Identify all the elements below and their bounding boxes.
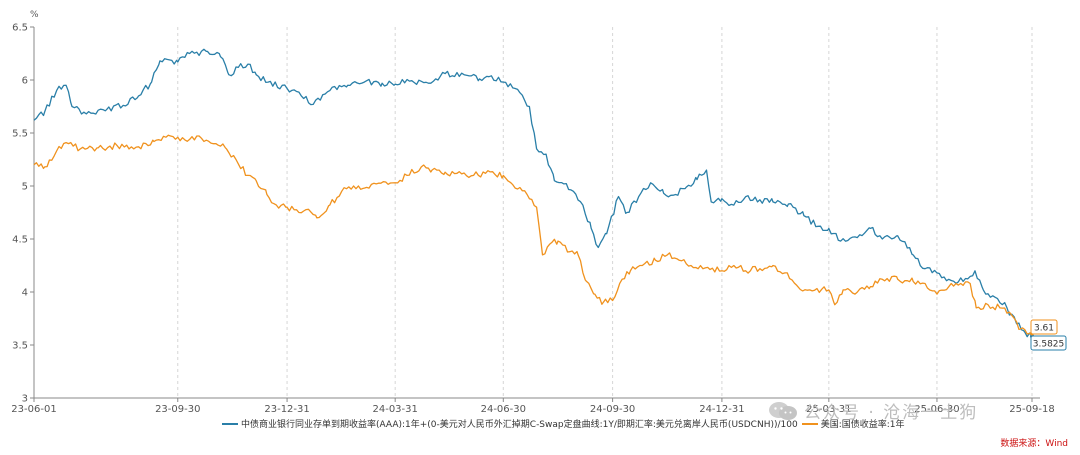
y-tick-label: 3 [22,394,28,405]
end-label-box-1 [1030,335,1067,351]
y-tick-label: 5.5 [12,129,28,140]
end-label-value-1: 3.5825 [1033,340,1065,350]
axis-layer: %6.5 6 5.5 5 4.5 4 3.5 323-06-01 23-09-30 23-12-3… [11,10,1054,415]
y-tick-label: 4.5 [12,235,28,246]
x-tick-label: 24-03-31 [372,404,417,415]
x-tick-label: 24-09-30 [590,404,635,415]
legend-label-series-2: 美国:国债收益率:1年 [820,420,905,430]
data-source-label: 数据来源：Wind [1000,439,1068,449]
watermark-text: 公众号 · 沧海一土狗 [804,403,979,423]
y-tick-label: 4 [22,288,28,299]
end-label-box-2 [1030,319,1058,335]
y-tick-label: 3.5 [12,341,28,352]
legend: 中债商业银行同业存单到期收益率(AAA):1年+(0-美元对人民币外汇掉期C-S… [222,417,905,430]
label-layer: 3.61 3.5825 [1030,319,1067,351]
series-line-1 [33,48,1033,338]
legend-swatch-series-1 [222,422,238,425]
x-tick-label: 24-12-31 [699,404,744,415]
end-label-value-2: 3.61 [1034,324,1054,334]
x-tick-label: 25-09-18 [1009,404,1054,415]
x-tick-label: 23-12-31 [264,404,309,415]
legend-item-series-2[interactable]: 美国:国债收益率:1年 [801,417,905,430]
legend-item-series-1[interactable]: 中债商业银行同业存单到期收益率(AAA):1年+(0-美元对人民币外汇掉期C-S… [222,417,798,430]
x-tick-label: 24-06-30 [481,404,526,415]
x-tick-label: 25-06-30 [914,404,959,415]
y-tick-label: 6.5 [12,23,28,34]
y-tick-label: 6 [22,76,28,87]
x-tick-label: 23-06-01 [11,404,56,415]
wechat-icon [769,401,797,420]
y-tick-label: 5 [22,182,28,193]
legend-label-series-1: 中债商业银行同业存单到期收益率(AAA):1年+(0-美元对人民币外汇掉期C-S… [241,420,798,430]
watermark: 公众号 · 沧海一土狗 [768,398,978,423]
y-unit-label: % [30,10,39,20]
grid-layer [177,27,1033,398]
x-tick-label: 23-09-30 [155,404,200,415]
series-layer [33,48,1033,338]
legend-swatch-series-2 [801,422,818,425]
series-line-2 [33,134,1033,335]
x-tick-label: 25-03-31 [806,404,851,415]
